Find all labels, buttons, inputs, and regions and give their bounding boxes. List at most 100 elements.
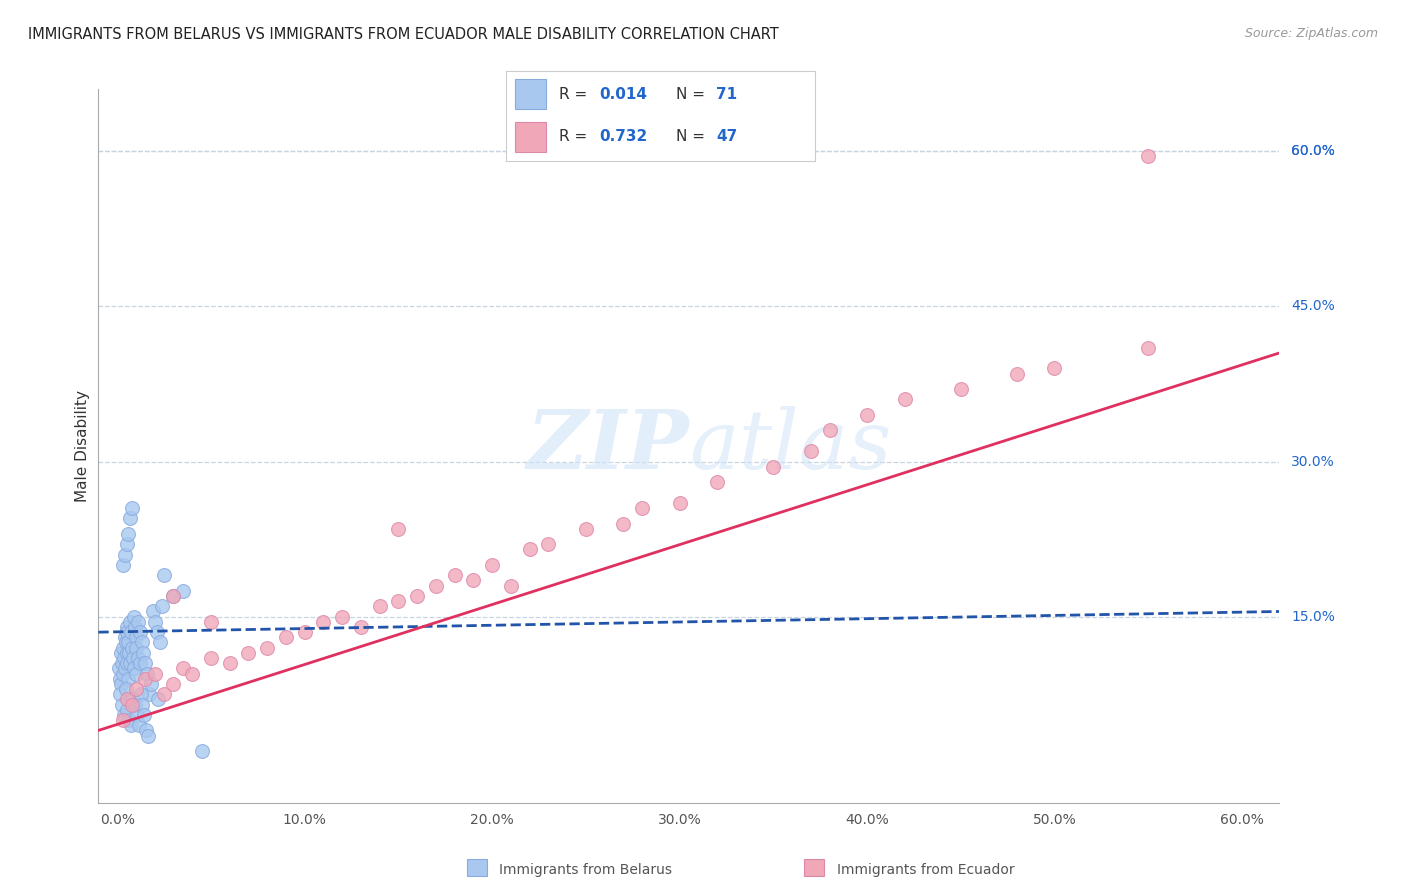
Point — [115, 537, 138, 551]
Bar — [467, 858, 486, 876]
Point — [108, 672, 131, 686]
Point — [537, 537, 560, 551]
Point — [368, 599, 391, 614]
Point — [127, 615, 149, 629]
FancyBboxPatch shape — [516, 79, 547, 109]
Point — [121, 698, 143, 712]
Text: 60.0%: 60.0% — [1291, 145, 1336, 158]
Point — [274, 630, 297, 644]
Point — [121, 501, 143, 516]
Point — [139, 677, 162, 691]
Text: R =: R = — [558, 129, 592, 144]
Point — [111, 656, 134, 670]
Point — [125, 707, 148, 722]
Point — [387, 594, 409, 608]
Text: R =: R = — [558, 87, 592, 102]
Point — [350, 620, 373, 634]
Point — [136, 729, 159, 743]
Point — [856, 408, 879, 422]
Point — [128, 718, 150, 732]
Text: Source: ZipAtlas.com: Source: ZipAtlas.com — [1244, 27, 1378, 40]
Point — [706, 475, 728, 490]
Point — [120, 656, 142, 670]
Point — [145, 625, 167, 640]
Point — [519, 542, 541, 557]
Point — [330, 609, 353, 624]
Point — [129, 687, 152, 701]
Text: 71: 71 — [717, 87, 738, 102]
Point — [114, 635, 136, 649]
Text: 47: 47 — [717, 129, 738, 144]
Point — [131, 698, 153, 712]
Point — [172, 661, 194, 675]
Point — [124, 620, 146, 634]
Point — [1005, 367, 1028, 381]
FancyBboxPatch shape — [516, 122, 547, 152]
Point — [294, 625, 316, 640]
Point — [110, 677, 132, 691]
Point — [117, 527, 139, 541]
Point — [111, 558, 134, 572]
Point — [575, 522, 598, 536]
Point — [110, 646, 132, 660]
Point — [1137, 341, 1160, 355]
Text: ZIP: ZIP — [526, 406, 689, 486]
Point — [668, 496, 690, 510]
Text: 45.0%: 45.0% — [1291, 300, 1336, 313]
Point — [112, 707, 135, 722]
Point — [818, 424, 841, 438]
Point — [134, 656, 156, 670]
Point — [118, 646, 141, 660]
Text: 30.0%: 30.0% — [1291, 455, 1336, 468]
Point — [218, 656, 240, 670]
Point — [115, 656, 138, 670]
Point — [117, 635, 139, 649]
Point — [131, 635, 153, 649]
Point — [138, 687, 160, 701]
Point — [127, 651, 149, 665]
Point — [128, 625, 150, 640]
Point — [148, 692, 170, 706]
Text: 15.0%: 15.0% — [1291, 609, 1336, 624]
Point — [117, 625, 139, 640]
Point — [1137, 149, 1160, 163]
Point — [238, 646, 260, 660]
Point — [499, 579, 522, 593]
Point — [115, 692, 138, 706]
Point — [117, 672, 139, 686]
Point — [200, 651, 222, 665]
Point — [125, 640, 148, 655]
Point — [114, 630, 136, 644]
Point — [612, 516, 634, 531]
Text: N =: N = — [676, 129, 710, 144]
Point — [312, 615, 335, 629]
Point — [162, 589, 184, 603]
Point — [136, 666, 159, 681]
Point — [114, 548, 136, 562]
Point — [406, 589, 429, 603]
Point — [115, 646, 138, 660]
Point — [190, 744, 212, 758]
Point — [181, 666, 204, 681]
Point — [463, 574, 485, 588]
Text: 0.732: 0.732 — [599, 129, 647, 144]
Point — [256, 640, 278, 655]
Point — [153, 568, 176, 582]
Point — [132, 646, 155, 660]
Text: Immigrants from Ecuador: Immigrants from Ecuador — [837, 863, 1014, 877]
Point — [143, 615, 166, 629]
Point — [118, 713, 141, 727]
Point — [762, 459, 785, 474]
Point — [149, 635, 172, 649]
Point — [120, 625, 142, 640]
Point — [114, 681, 136, 696]
Point — [112, 651, 135, 665]
Point — [135, 723, 157, 738]
Text: Immigrants from Belarus: Immigrants from Belarus — [499, 863, 672, 877]
Point — [631, 501, 654, 516]
Y-axis label: Male Disability: Male Disability — [75, 390, 90, 502]
Point — [122, 651, 145, 665]
Point — [121, 640, 143, 655]
Point — [120, 511, 142, 525]
Text: atlas: atlas — [689, 406, 891, 486]
